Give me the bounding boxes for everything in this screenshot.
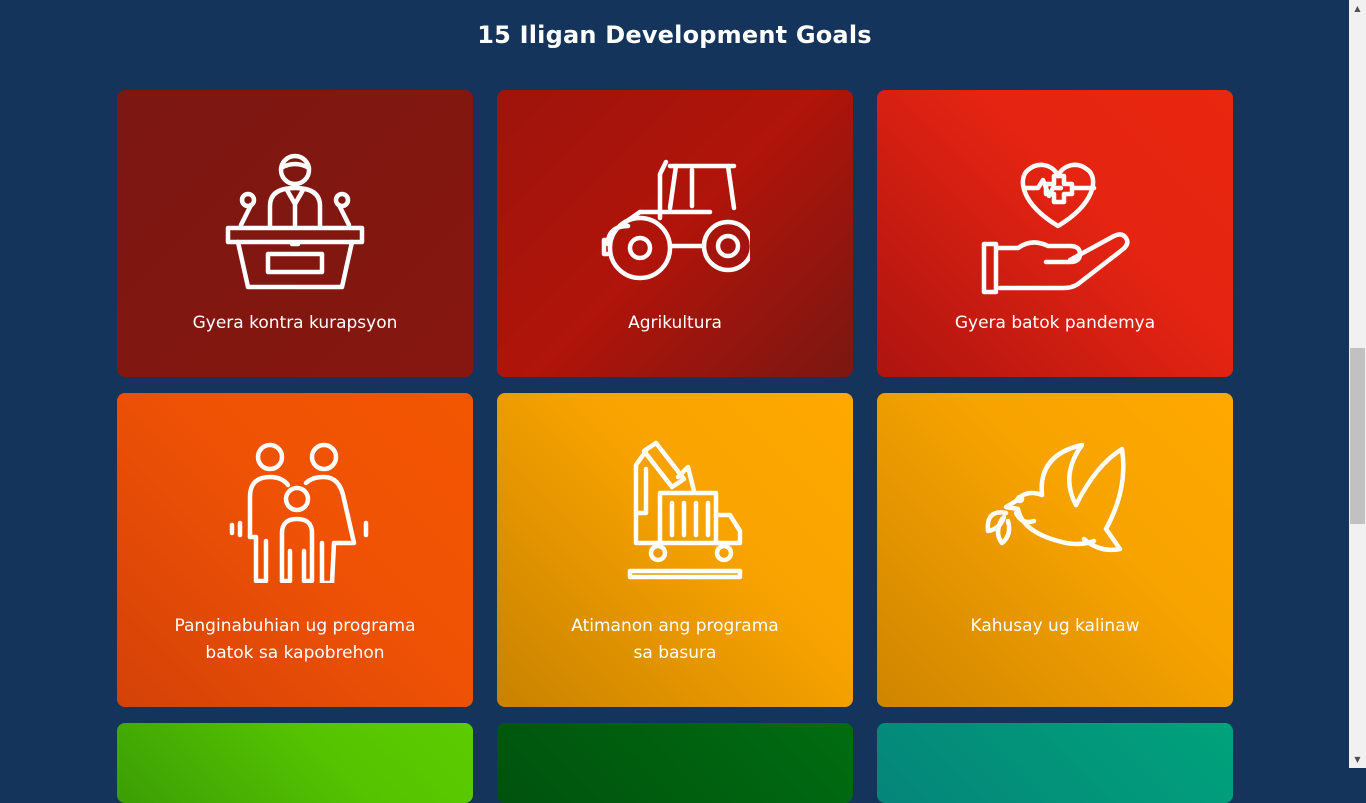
- goal-card-anti-corruption[interactable]: Gyera kontra kurapsyon: [117, 90, 473, 377]
- goal-card-label: Gyera batok pandemya: [954, 313, 1156, 333]
- goal-card-label: Agrikultura: [628, 313, 722, 333]
- page-scrollbar[interactable]: ▲ ▼: [1349, 0, 1366, 768]
- goal-card-pandemic[interactable]: Gyera batok pandemya: [877, 90, 1233, 377]
- scroll-down-arrow-icon[interactable]: ▼: [1354, 755, 1361, 764]
- garbage-truck-icon: [600, 433, 750, 583]
- scroll-thumb[interactable]: [1350, 348, 1365, 524]
- goal-card-8[interactable]: [497, 723, 853, 803]
- podium-speaker-icon: [220, 148, 370, 298]
- goal-card-waste[interactable]: Atimanon ang programa sa basura: [497, 393, 853, 707]
- family-icon: [220, 433, 370, 583]
- peace-dove-icon: [980, 433, 1130, 583]
- page-title: 15 Iligan Development Goals: [477, 21, 872, 49]
- goal-card-livelihood[interactable]: Panginabuhian ug programa batok sa kapob…: [117, 393, 473, 707]
- heart-hand-icon: [980, 148, 1130, 298]
- goal-card-7[interactable]: [117, 723, 473, 803]
- goal-card-9[interactable]: [877, 723, 1233, 803]
- goal-card-label: Kahusay ug kalinaw: [970, 616, 1140, 636]
- goal-card-label: Atimanon ang programa sa basura: [571, 616, 779, 663]
- goal-card-label: Gyera kontra kurapsyon: [192, 313, 398, 333]
- goal-card-agriculture[interactable]: Agrikultura: [497, 90, 853, 377]
- goal-card-label: Panginabuhian ug programa batok sa kapob…: [174, 616, 416, 663]
- scroll-up-arrow-icon[interactable]: ▲: [1354, 4, 1361, 13]
- goal-card-peace-order[interactable]: Kahusay ug kalinaw: [877, 393, 1233, 707]
- tractor-icon: [600, 148, 750, 298]
